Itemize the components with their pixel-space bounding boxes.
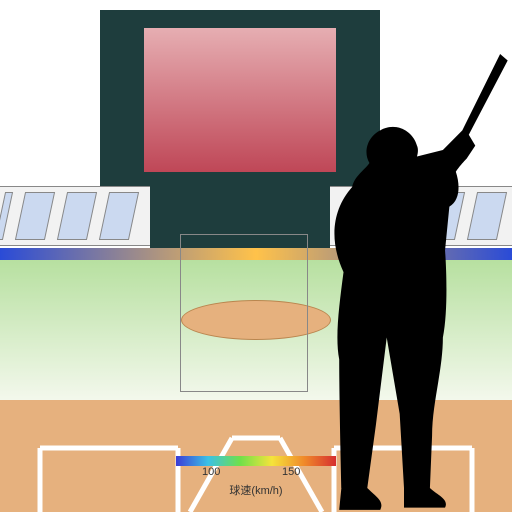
legend-title: 球速(km/h): [229, 482, 282, 498]
legend-tick: 100: [202, 466, 220, 478]
batter-silhouette: [296, 54, 512, 512]
strike-zone: [180, 234, 308, 392]
